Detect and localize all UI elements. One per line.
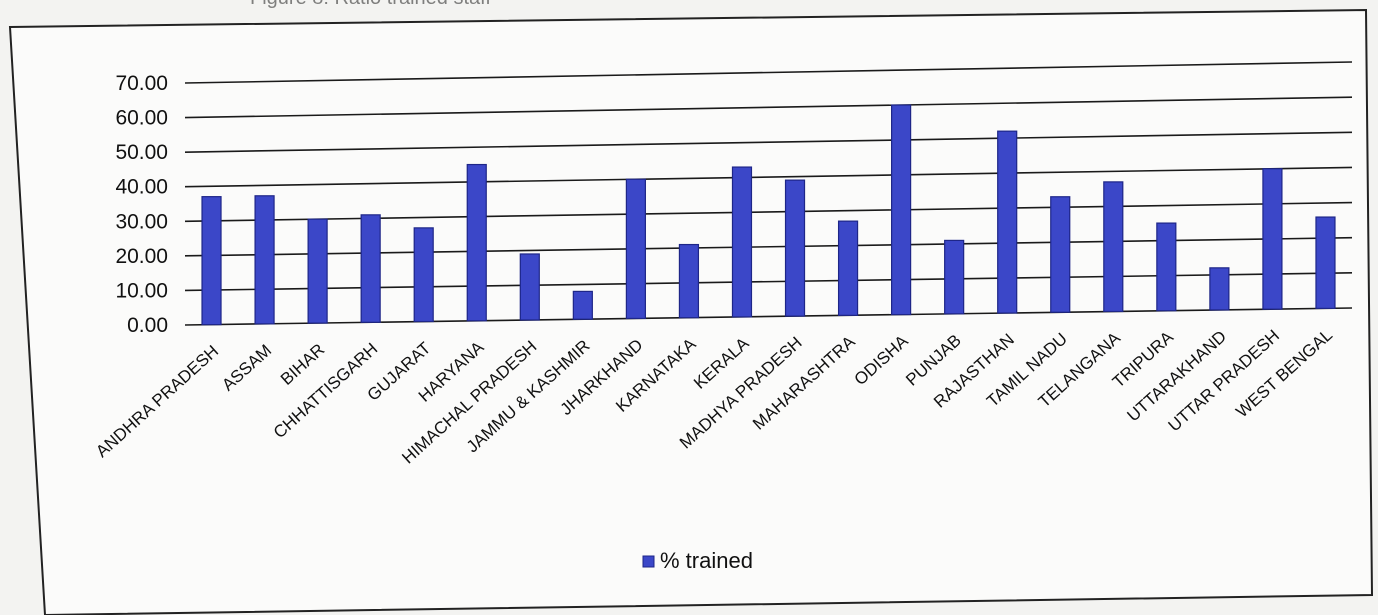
bar [678, 243, 700, 319]
bar [1050, 196, 1071, 313]
legend-swatch [642, 555, 655, 568]
gridline [184, 166, 1353, 188]
bar [201, 196, 222, 326]
y-tick-label: 50.00 [115, 141, 168, 164]
y-tick-label: 20.00 [115, 245, 168, 268]
bar [1156, 222, 1177, 312]
legend-label: % trained [660, 548, 753, 573]
bars [201, 104, 1336, 326]
bar [944, 239, 965, 315]
gridline [184, 61, 1353, 84]
legend: % trained [642, 548, 753, 573]
bar [466, 163, 487, 322]
y-tick-label: 40.00 [115, 176, 168, 199]
gridline [184, 131, 1353, 153]
bar [784, 179, 806, 317]
bar [519, 253, 540, 321]
bar [1315, 216, 1336, 309]
bar [731, 166, 753, 318]
y-tick-label: 30.00 [115, 210, 168, 233]
bar [1103, 181, 1124, 313]
bar [625, 178, 646, 320]
bar [1209, 267, 1230, 311]
bar [413, 227, 434, 323]
bar [360, 214, 381, 323]
gridline [184, 96, 1353, 119]
y-tick-label: 70.00 [115, 72, 168, 95]
y-axis-tick-labels: 0.00 10.00 20.00 30.00 40.00 50.00 60.00 70.00 [115, 72, 168, 337]
bar [1262, 168, 1283, 310]
y-tick-label: 60.00 [115, 107, 168, 130]
y-tick-label: 0.00 [127, 314, 168, 337]
bar [572, 290, 593, 320]
bar [307, 218, 328, 324]
bar [997, 130, 1018, 314]
bar [837, 220, 859, 316]
bar [891, 104, 912, 316]
bar [254, 195, 275, 325]
chart-caption-fragment: Figure 8: Ratio trained staff [250, 0, 491, 9]
y-tick-label: 10.00 [115, 279, 168, 302]
